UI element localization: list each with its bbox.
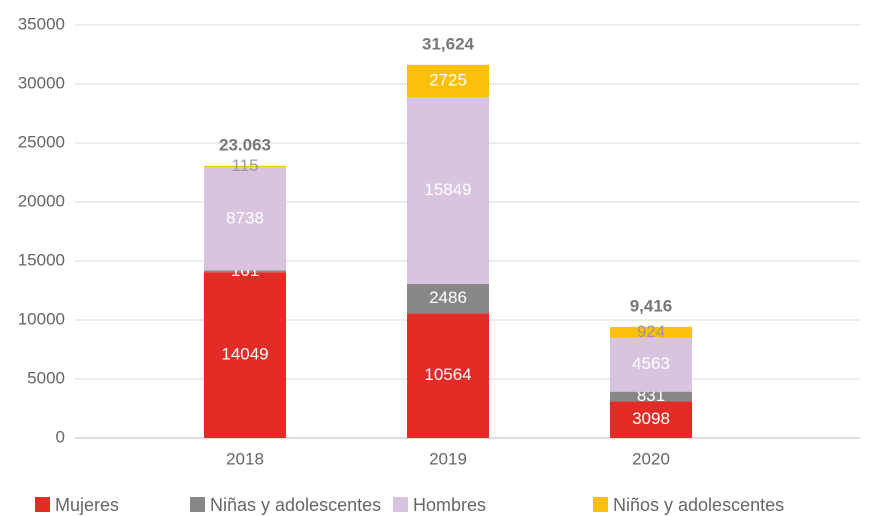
total-label: 9,416 [630, 296, 673, 315]
data-label: 2486 [429, 288, 467, 307]
legend-swatch [393, 497, 408, 512]
bar-segment [204, 167, 286, 271]
bar-segment [204, 270, 286, 273]
legend-label: Niños y adolescentes [613, 495, 784, 515]
bar-segment [204, 272, 286, 438]
legend-swatch [190, 497, 205, 512]
y-tick-label: 0 [56, 427, 65, 446]
bar-segment [610, 391, 692, 402]
y-tick-label: 15000 [18, 250, 65, 269]
legend-swatch [35, 497, 50, 512]
y-tick-label: 30000 [18, 73, 65, 92]
bar-segment [407, 313, 489, 438]
x-tick-label: 2019 [429, 449, 467, 468]
data-label: 2725 [429, 70, 467, 89]
y-tick-label: 10000 [18, 309, 65, 328]
x-tick-label: 2018 [226, 449, 264, 468]
bar-segment [610, 337, 692, 392]
bar-segment [610, 401, 692, 438]
data-label: 10564 [424, 365, 471, 384]
data-label: 14049 [221, 345, 268, 364]
y-tick-label: 35000 [18, 14, 65, 33]
data-label: 15849 [424, 180, 471, 199]
y-tick-label: 25000 [18, 132, 65, 151]
data-label: 3098 [632, 409, 670, 428]
x-tick-label: 2020 [632, 449, 670, 468]
legend-label: Hombres [413, 495, 486, 515]
y-tick-label: 5000 [27, 368, 65, 387]
total-label: 31,624 [422, 34, 475, 53]
bar-segment [407, 64, 489, 97]
data-label: 115 [231, 156, 258, 175]
bar-segment [407, 284, 489, 314]
legend-swatch [593, 497, 608, 512]
data-label: 924 [637, 322, 665, 341]
bar-segment [407, 96, 489, 285]
bar-segment [204, 165, 286, 168]
legend-label: Niñas y adolescentes [210, 495, 381, 515]
bar-segment [610, 326, 692, 338]
y-tick-label: 20000 [18, 191, 65, 210]
total-label: 23.063 [219, 135, 271, 154]
data-label: 8738 [226, 208, 264, 227]
data-label: 4563 [632, 354, 670, 373]
legend-label: Mujeres [55, 495, 119, 515]
